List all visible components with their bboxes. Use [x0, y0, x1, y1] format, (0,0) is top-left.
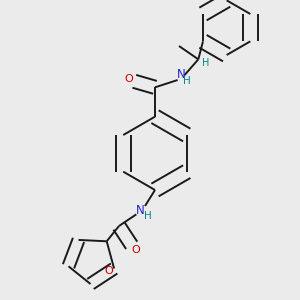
Text: O: O	[104, 266, 113, 276]
Text: H: H	[202, 58, 209, 68]
Text: H: H	[183, 76, 191, 86]
Text: N: N	[177, 68, 185, 81]
Text: O: O	[124, 74, 133, 84]
Text: H: H	[144, 211, 152, 221]
Text: O: O	[131, 245, 140, 255]
Text: N: N	[136, 203, 144, 217]
